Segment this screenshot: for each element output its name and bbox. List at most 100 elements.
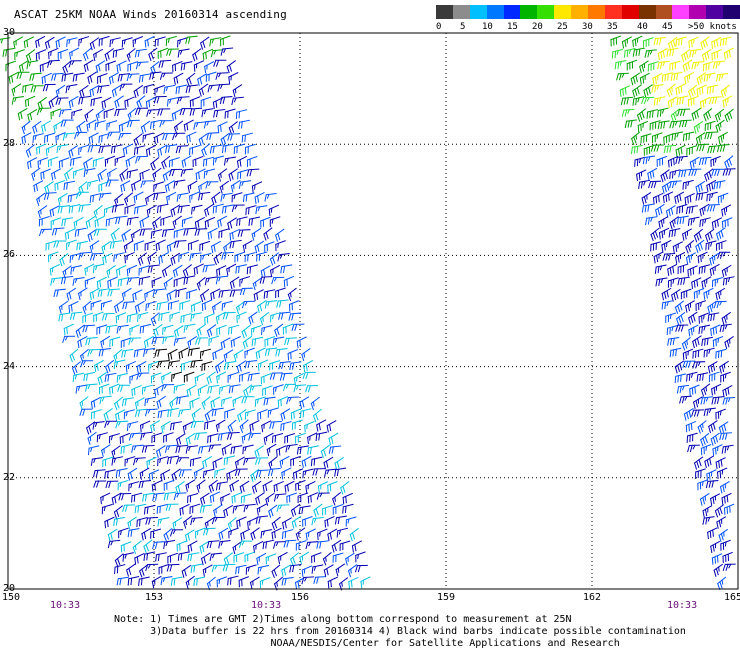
wind-barb — [121, 228, 131, 242]
wind-barb — [104, 420, 118, 428]
wind-barb — [176, 540, 188, 552]
wind-barb — [305, 541, 319, 550]
wind-barb — [152, 492, 165, 502]
wind-barb — [695, 468, 706, 479]
wind-barb — [158, 311, 170, 322]
wind-barb — [168, 157, 180, 168]
wind-barb — [62, 335, 76, 344]
wind-barb — [199, 288, 210, 303]
wind-barb — [97, 168, 107, 182]
wind-barb — [233, 349, 244, 362]
wind-barb — [187, 492, 199, 504]
wind-barb — [323, 456, 334, 470]
wind-barb — [231, 96, 244, 106]
wind-barb — [677, 108, 691, 117]
wind-barb — [177, 37, 189, 48]
wind-barb — [131, 492, 143, 503]
wind-barb — [215, 275, 229, 285]
wind-barb — [24, 95, 36, 108]
wind-barb — [199, 540, 210, 554]
wind-barb — [685, 420, 697, 433]
wind-barb — [194, 527, 206, 539]
wind-barb — [299, 551, 310, 565]
wind-barb — [238, 540, 252, 548]
wind-barb — [247, 372, 260, 382]
wind-barb — [680, 288, 692, 300]
wind-barb — [649, 120, 661, 131]
wind-barb — [146, 456, 157, 469]
time-label: 10:33 — [50, 600, 81, 611]
wind-barb — [234, 456, 245, 469]
wind-barb — [153, 324, 163, 338]
wind-barb — [114, 553, 124, 567]
wind-barb — [173, 337, 186, 346]
wind-barb — [209, 552, 222, 561]
wind-barb — [175, 481, 185, 495]
wind-barb — [110, 227, 120, 242]
wind-barb — [224, 408, 236, 419]
wind-barb — [667, 36, 678, 51]
wind-barb — [194, 228, 208, 236]
wind-barb — [231, 492, 242, 504]
wind-barb — [261, 324, 273, 336]
wind-barb — [284, 480, 295, 493]
wind-barb — [90, 457, 103, 466]
wind-barb — [702, 61, 714, 72]
wind-barb — [688, 36, 699, 49]
wind-barbs — [0, 35, 736, 591]
wind-barb — [106, 120, 118, 131]
wind-barb — [227, 517, 237, 531]
wind-barb — [262, 385, 273, 396]
wind-barb — [70, 156, 82, 167]
wind-barb — [116, 372, 129, 383]
wind-barb — [643, 84, 653, 98]
wind-barb — [27, 109, 38, 122]
wind-barb — [68, 301, 79, 313]
wind-barb — [703, 107, 713, 122]
wind-barb — [679, 395, 692, 404]
wind-barb — [108, 72, 119, 85]
wind-barb — [122, 504, 136, 512]
wind-barb — [327, 528, 338, 541]
map-title: ASCAT 25KM NOAA Winds 20160314 ascending — [14, 8, 287, 21]
legend-swatch — [706, 5, 724, 19]
wind-barb — [246, 517, 258, 529]
wind-barb — [99, 395, 112, 405]
wind-barb — [661, 72, 674, 82]
wind-barb — [281, 529, 294, 540]
wind-barb — [711, 49, 722, 61]
wind-barb — [182, 264, 193, 278]
wind-barb — [267, 467, 281, 477]
wind-barb — [220, 132, 230, 146]
wind-barb — [85, 216, 96, 229]
wind-barb — [161, 155, 171, 170]
wind-barb — [84, 383, 98, 392]
wind-barb — [710, 155, 721, 167]
wind-barb — [239, 371, 250, 383]
wind-barb — [97, 371, 107, 386]
wind-barb — [658, 227, 670, 240]
wind-barb — [184, 529, 195, 543]
wind-barb — [301, 565, 313, 577]
wind-barb — [229, 289, 243, 297]
wind-barb — [223, 156, 236, 166]
wind-barb — [154, 36, 166, 47]
wind-barb — [157, 456, 169, 467]
wind-barb — [619, 85, 631, 97]
wind-barb — [254, 192, 265, 204]
wind-barb — [228, 121, 238, 135]
wind-barb — [677, 263, 689, 275]
wind-barb — [699, 217, 711, 228]
legend-swatch — [503, 5, 521, 19]
wind-barb — [77, 336, 88, 349]
wind-barb — [206, 371, 216, 385]
wind-barb — [271, 564, 281, 579]
wind-barb — [179, 107, 193, 116]
wind-barb — [175, 145, 189, 154]
wind-barb — [652, 72, 663, 86]
wind-barb — [106, 265, 116, 279]
wind-barb — [39, 61, 51, 73]
wind-barb — [328, 445, 342, 454]
wind-barb — [215, 371, 227, 384]
wind-barb — [65, 84, 78, 94]
